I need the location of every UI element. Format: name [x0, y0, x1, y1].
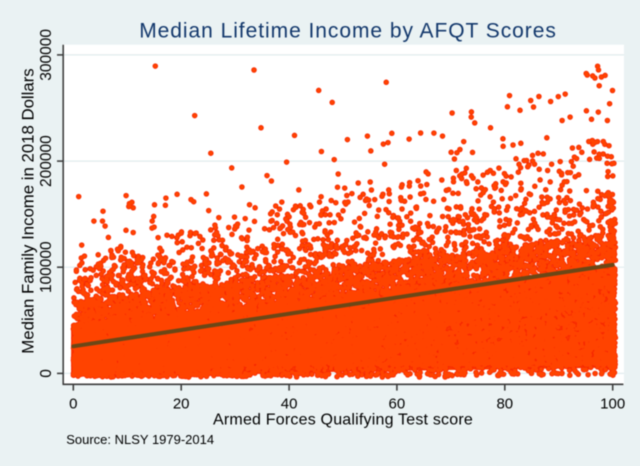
- svg-text:40: 40: [281, 395, 298, 412]
- svg-text:Median Family Income in 2018 D: Median Family Income in 2018 Dollars: [19, 68, 38, 353]
- svg-text:60: 60: [389, 395, 406, 412]
- svg-text:Median Lifetime Income by AFQT: Median Lifetime Income by AFQT Scores: [139, 19, 557, 42]
- svg-text:Source: NLSY 1979-2014: Source: NLSY 1979-2014: [66, 432, 214, 447]
- svg-text:300000: 300000: [38, 29, 55, 81]
- svg-text:80: 80: [496, 395, 513, 412]
- svg-text:20: 20: [173, 395, 190, 412]
- svg-text:200000: 200000: [38, 135, 55, 187]
- svg-text:Armed Forces Qualifying Test s: Armed Forces Qualifying Test score: [213, 411, 473, 428]
- svg-text:100000: 100000: [38, 241, 55, 293]
- svg-text:0: 0: [69, 395, 77, 412]
- svg-text:0: 0: [38, 369, 55, 378]
- svg-text:100: 100: [600, 395, 625, 412]
